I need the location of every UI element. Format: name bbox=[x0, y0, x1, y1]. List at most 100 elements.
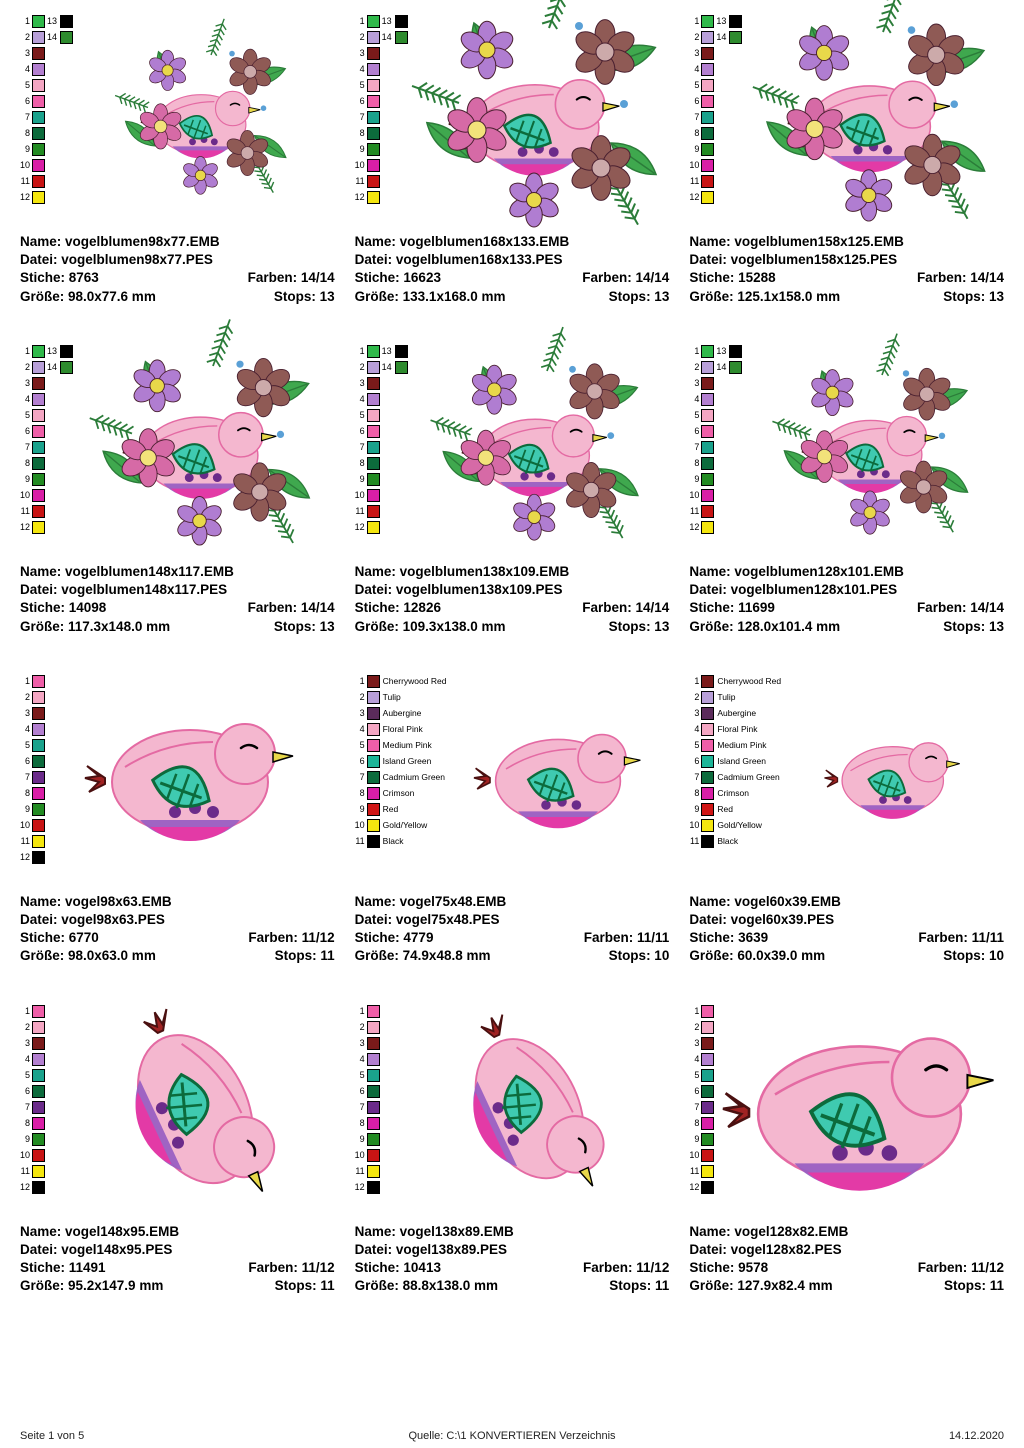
palette-swatch: 11Black bbox=[689, 834, 781, 849]
palette-swatch: 10 bbox=[689, 158, 743, 173]
palette-swatch: 11Black bbox=[355, 834, 447, 849]
palette-swatch: 9 bbox=[355, 1132, 381, 1147]
palette-swatch: 6 bbox=[20, 1084, 46, 1099]
palette-swatch: 8 bbox=[20, 456, 74, 471]
palette-swatch: 5 bbox=[355, 1068, 381, 1083]
palette-swatch: 5 bbox=[355, 408, 409, 423]
palette-swatch: 3 bbox=[355, 376, 409, 391]
design-card: 113 214 3 4 5 6 7 8 9 10 11 12 bbox=[20, 340, 335, 636]
palette-swatch: 7 bbox=[355, 1100, 381, 1115]
palette-swatch: 4 bbox=[20, 1052, 46, 1067]
palette-swatch: 3Aubergine bbox=[355, 706, 447, 721]
design-preview bbox=[46, 1000, 335, 1215]
palette-swatch: 113 bbox=[355, 14, 409, 29]
palette-swatch: 214 bbox=[355, 360, 409, 375]
design-info: Name: vogel60x39.EMB Datei: vogel60x39.P… bbox=[689, 893, 1004, 966]
palette-swatch: 10Gold/Yellow bbox=[689, 818, 781, 833]
palette-swatch: 6 bbox=[355, 1084, 381, 1099]
design-info: Name: vogelblumen138x109.EMB Datei: voge… bbox=[355, 563, 670, 636]
design-preview bbox=[381, 1000, 670, 1215]
design-card: 113 214 3 4 5 6 7 8 9 10 11 12 bbox=[689, 10, 1004, 306]
palette-swatch: 9Red bbox=[355, 802, 447, 817]
palette-swatch: 214 bbox=[689, 360, 743, 375]
palette-swatch: 113 bbox=[689, 344, 743, 359]
palette-swatch: 5 bbox=[20, 1068, 46, 1083]
design-card: 113 214 3 4 5 6 7 8 9 10 11 12 bbox=[355, 340, 670, 636]
palette-swatch: 214 bbox=[20, 30, 74, 45]
palette-swatch: 9 bbox=[689, 472, 743, 487]
design-info: Name: vogelblumen168x133.EMB Datei: voge… bbox=[355, 233, 670, 306]
color-palette: 113 214 3 4 5 6 7 8 9 10 11 12 bbox=[355, 340, 409, 555]
design-info: Name: vogel138x89.EMB Datei: vogel138x89… bbox=[355, 1223, 670, 1296]
palette-swatch: 11 bbox=[355, 174, 409, 189]
color-palette: 113 214 3 4 5 6 7 8 9 10 11 12 bbox=[689, 10, 743, 225]
palette-swatch: 8 bbox=[355, 1116, 381, 1131]
design-preview bbox=[74, 340, 335, 555]
palette-swatch: 7 bbox=[355, 110, 409, 125]
palette-swatch: 11 bbox=[20, 174, 74, 189]
palette-swatch: 2 bbox=[689, 1020, 715, 1035]
palette-swatch: 12 bbox=[689, 520, 743, 535]
color-palette: 1Cherrywood Red 2Tulip 3Aubergine 4Flora… bbox=[355, 670, 447, 885]
palette-swatch: 6 bbox=[20, 424, 74, 439]
palette-swatch: 8 bbox=[689, 1116, 715, 1131]
palette-swatch: 214 bbox=[20, 360, 74, 375]
palette-swatch: 6 bbox=[20, 94, 74, 109]
footer-date: 14.12.2020 bbox=[676, 1430, 1004, 1442]
page-footer: Seite 1 von 5 Quelle: C:\1 KONVERTIEREN … bbox=[0, 1430, 1024, 1442]
palette-swatch: 6 bbox=[355, 94, 409, 109]
palette-swatch: 10 bbox=[20, 818, 46, 833]
palette-swatch: 9 bbox=[20, 802, 46, 817]
color-palette: 1Cherrywood Red 2Tulip 3Aubergine 4Flora… bbox=[689, 670, 781, 885]
palette-swatch: 7 bbox=[20, 1100, 46, 1115]
palette-swatch: 8 bbox=[355, 456, 409, 471]
palette-swatch: 7 bbox=[689, 1100, 715, 1115]
design-card: 1Cherrywood Red 2Tulip 3Aubergine 4Flora… bbox=[355, 670, 670, 966]
design-card: 113 214 3 4 5 6 7 8 9 10 11 12 bbox=[689, 340, 1004, 636]
design-info: Name: vogel128x82.EMB Datei: vogel128x82… bbox=[689, 1223, 1004, 1296]
design-info: Name: vogelblumen148x117.EMB Datei: voge… bbox=[20, 563, 335, 636]
palette-swatch: 3 bbox=[20, 376, 74, 391]
design-card: 113 214 3 4 5 6 7 8 9 10 11 12 bbox=[355, 10, 670, 306]
color-palette: 113 214 3 4 5 6 7 8 9 10 11 12 bbox=[689, 340, 743, 555]
palette-swatch: 8Crimson bbox=[689, 786, 781, 801]
design-preview bbox=[781, 670, 1004, 885]
design-preview bbox=[46, 670, 335, 885]
color-palette: 1 2 3 4 5 6 7 8 9 10 11 12 bbox=[355, 1000, 381, 1215]
palette-swatch: 7 bbox=[20, 770, 46, 785]
palette-swatch: 3 bbox=[355, 46, 409, 61]
color-palette: 113 214 3 4 5 6 7 8 9 10 11 12 bbox=[20, 10, 74, 225]
palette-swatch: 1 bbox=[20, 1004, 46, 1019]
palette-swatch: 3 bbox=[20, 46, 74, 61]
palette-swatch: 4 bbox=[20, 62, 74, 77]
palette-swatch: 2 bbox=[20, 1020, 46, 1035]
palette-swatch: 113 bbox=[689, 14, 743, 29]
palette-swatch: 3 bbox=[689, 376, 743, 391]
design-preview bbox=[743, 340, 1004, 555]
color-palette: 113 214 3 4 5 6 7 8 9 10 11 12 bbox=[20, 340, 74, 555]
palette-swatch: 11 bbox=[689, 1164, 715, 1179]
palette-swatch: 5 bbox=[20, 408, 74, 423]
palette-swatch: 3 bbox=[20, 1036, 46, 1051]
palette-swatch: 3 bbox=[689, 46, 743, 61]
design-card: 1 2 3 4 5 6 7 8 9 10 11 12 bbox=[689, 1000, 1004, 1296]
palette-swatch: 12 bbox=[20, 190, 74, 205]
palette-swatch: 6 bbox=[689, 424, 743, 439]
design-card: 113 214 3 4 5 6 7 8 9 10 11 12 bbox=[20, 10, 335, 306]
color-palette: 1 2 3 4 5 6 7 8 9 10 11 12 bbox=[20, 670, 46, 885]
palette-swatch: 8 bbox=[20, 126, 74, 141]
palette-swatch: 4 bbox=[355, 62, 409, 77]
design-info: Name: vogelblumen158x125.EMB Datei: voge… bbox=[689, 233, 1004, 306]
palette-swatch: 5 bbox=[689, 408, 743, 423]
palette-swatch: 12 bbox=[20, 1180, 46, 1195]
palette-swatch: 4Floral Pink bbox=[355, 722, 447, 737]
palette-swatch: 12 bbox=[20, 850, 46, 865]
palette-swatch: 3 bbox=[689, 1036, 715, 1051]
palette-swatch: 4 bbox=[20, 722, 46, 737]
palette-swatch: 10 bbox=[355, 488, 409, 503]
palette-swatch: 113 bbox=[20, 344, 74, 359]
palette-swatch: 5 bbox=[20, 78, 74, 93]
palette-swatch: 9 bbox=[355, 472, 409, 487]
design-preview bbox=[715, 1000, 1004, 1215]
palette-swatch: 1Cherrywood Red bbox=[689, 674, 781, 689]
